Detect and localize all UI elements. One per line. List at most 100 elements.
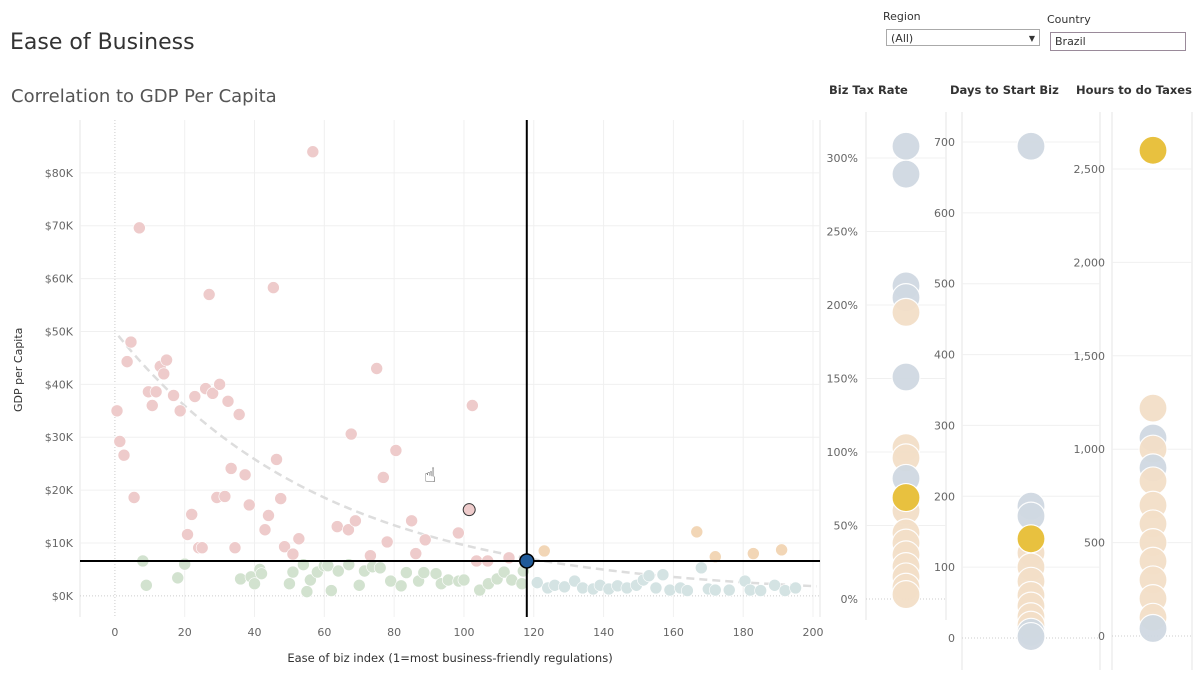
pane-tick-label: 0% (841, 593, 858, 606)
data-point (238, 468, 252, 482)
country-filter-value: Brazil (1055, 35, 1086, 48)
data-point (195, 541, 209, 555)
data-point (373, 561, 387, 575)
pane-data-point (1016, 131, 1046, 161)
data-point (515, 577, 529, 590)
data-point (228, 541, 242, 555)
pane-tick-label: 0 (948, 632, 955, 645)
x-axis-label: Ease of biz index (1=most business-frien… (287, 651, 613, 665)
pane-tick-label: 100 (934, 561, 955, 574)
data-point (321, 559, 335, 573)
pane-data-point (891, 297, 921, 327)
pane-data-point (891, 159, 921, 189)
data-point (133, 221, 146, 235)
y-tick-label: $10K (45, 537, 74, 550)
pane-tick-label: 300% (827, 152, 858, 165)
y-tick-label: $80K (45, 167, 74, 180)
data-point (690, 525, 704, 539)
pane-tick-label: 200% (827, 299, 858, 312)
region-filter-dropdown[interactable]: (All) ▼ (886, 29, 1040, 46)
data-point (708, 583, 722, 597)
data-point (304, 573, 317, 587)
pane-tick-label: 1,500 (1074, 350, 1106, 363)
data-point (113, 435, 127, 448)
trend-line (117, 335, 817, 588)
data-point (663, 583, 677, 597)
data-point (149, 385, 163, 399)
data-point (778, 584, 792, 597)
data-point (234, 572, 247, 586)
data-point (160, 353, 173, 367)
y-tick-label: $50K (45, 325, 74, 338)
data-point (157, 367, 171, 381)
data-point (167, 389, 180, 402)
data-point (224, 462, 238, 475)
data-point (642, 569, 656, 583)
data-point (530, 576, 544, 589)
hours-taxes-title: Hours to do Taxes (1076, 83, 1192, 97)
x-tick-label: 200 (803, 626, 824, 639)
data-point (380, 535, 394, 549)
data-point (722, 583, 736, 597)
data-point (292, 532, 306, 546)
data-point (270, 453, 283, 466)
data-point (188, 390, 202, 403)
data-point (370, 362, 383, 375)
days-start-title: Days to Start Biz (950, 83, 1059, 97)
data-point (173, 404, 187, 418)
data-point (377, 471, 390, 484)
pane-tick-label: 50% (834, 520, 858, 533)
data-point (576, 581, 589, 595)
x-tick-label: 140 (593, 626, 614, 639)
country-filter-label: Country (1047, 13, 1091, 26)
pane-tick-label: 0 (1098, 630, 1105, 643)
data-point (248, 577, 261, 590)
dashboard-title: Ease of Business (10, 30, 195, 55)
data-point (558, 580, 571, 594)
data-point (452, 526, 465, 540)
data-point (349, 514, 362, 528)
data-point (124, 335, 138, 349)
hand-cursor-icon: ☝ (424, 463, 436, 487)
pane-tick-label: 1,000 (1074, 443, 1106, 456)
pane-data-point (1138, 613, 1168, 644)
data-point (429, 567, 443, 580)
data-point (232, 408, 246, 421)
data-point (262, 509, 275, 522)
data-point (502, 551, 516, 565)
data-point (681, 584, 694, 597)
data-point (768, 578, 781, 592)
data-point (409, 547, 423, 560)
data-point (497, 565, 511, 579)
data-point (286, 547, 300, 561)
y-tick-label: $20K (45, 484, 74, 497)
data-point (754, 584, 767, 597)
x-tick-label: 40 (248, 626, 262, 639)
data-point (242, 498, 256, 512)
x-tick-label: 20 (178, 626, 192, 639)
y-tick-label: $40K (45, 378, 74, 391)
pane-tick-label: 2,000 (1074, 256, 1106, 269)
data-point (789, 581, 802, 595)
pane-data-point (891, 482, 921, 513)
x-tick-label: 100 (453, 626, 474, 639)
data-point (110, 404, 124, 418)
x-tick-label: 160 (663, 626, 684, 639)
data-point (171, 571, 185, 585)
data-point (418, 533, 432, 547)
pane-data-point (1016, 621, 1046, 652)
data-point (747, 547, 760, 560)
pane-data-point (891, 579, 921, 610)
data-point (457, 573, 471, 587)
country-filter-input[interactable]: Brazil (1050, 32, 1186, 51)
data-point (656, 568, 670, 582)
data-point (185, 508, 198, 521)
data-point (466, 399, 479, 412)
data-point (300, 585, 314, 598)
data-point (218, 490, 232, 503)
x-tick-label: 0 (111, 626, 118, 639)
data-point (405, 514, 418, 528)
data-point (537, 544, 551, 558)
data-point (441, 573, 455, 587)
